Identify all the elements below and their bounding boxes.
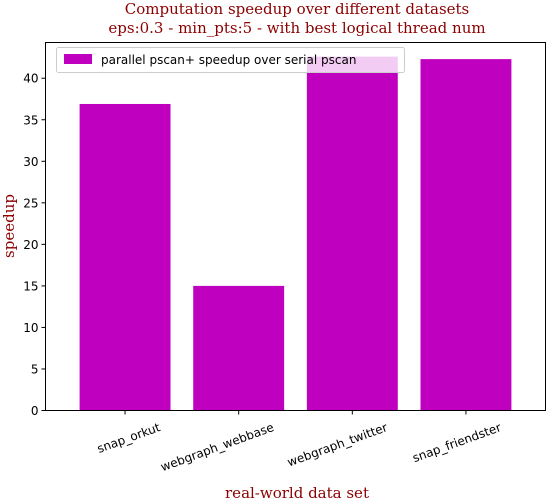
y-tick-label: 35 <box>23 113 38 127</box>
x-tick-label-webgraph_twitter: webgraph_twitter <box>285 420 389 469</box>
legend-swatch <box>64 54 92 64</box>
plot-frame <box>45 42 546 411</box>
bar-snap_orkut <box>79 103 171 411</box>
y-tick-label: 15 <box>23 279 38 293</box>
x-tick-label-snap_orkut: snap_orkut <box>95 420 162 456</box>
y-axis-label: speedup <box>0 194 18 258</box>
legend: parallel pscan+ speedup over serial psca… <box>56 47 405 73</box>
y-tick-label: 0 <box>31 404 39 418</box>
bar-webgraph_webbase <box>193 285 285 411</box>
chart-subtitle: eps:0.3 - min_pts:5 - with best logical … <box>108 19 485 37</box>
y-axis-ticks: 0 5 10 15 20 25 30 35 40 <box>23 72 46 418</box>
x-tick-label-webgraph_webbase: webgraph_webbase <box>159 420 276 474</box>
y-tick-label: 30 <box>23 155 38 169</box>
y-tick-label: 10 <box>23 321 38 335</box>
y-tick-label: 20 <box>23 238 38 252</box>
y-tick-label: 5 <box>31 362 39 376</box>
legend-box <box>56 47 405 73</box>
legend-label: parallel pscan+ speedup over serial psca… <box>101 53 356 67</box>
y-tick-label: 40 <box>23 72 38 86</box>
y-tick-label: 25 <box>23 196 38 210</box>
x-axis-label: real-world data set <box>225 484 369 502</box>
bar-snap_friendster <box>420 59 512 411</box>
bar-webgraph_twitter <box>306 56 398 411</box>
chart-title: Computation speedup over different datas… <box>125 0 470 18</box>
x-tick-label-snap_friendster: snap_friendster <box>411 420 503 465</box>
bars-layer <box>79 56 512 411</box>
